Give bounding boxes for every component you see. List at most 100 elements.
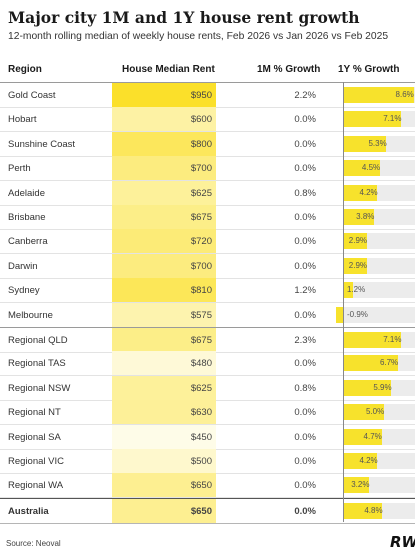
median-rent-value: $700 (190, 260, 212, 272)
table-row: Regional VIC $500 0.0% 4.2% (0, 449, 415, 474)
table-row: Melbourne $575 0.0% -0.9% (0, 302, 415, 328)
median-heat-cell (112, 278, 216, 303)
rw-logo: RW (390, 533, 415, 551)
median-heat-cell (112, 205, 216, 229)
one-year-growth-label: 4.2% (359, 456, 378, 465)
median-heat-cell (112, 424, 216, 449)
median-rent-value: $675 (190, 212, 212, 223)
one-month-growth-value: 0.0% (294, 480, 316, 492)
table-row-total: Australia $650 0.0% 4.8% (0, 497, 415, 524)
region-name: Sydney (8, 285, 40, 297)
region-name: Gold Coast (8, 90, 56, 101)
median-heat-cell (112, 107, 216, 132)
table-row: Canberra $720 0.0% 2.9% (0, 229, 415, 255)
median-heat-cell (112, 328, 216, 352)
one-year-growth-label: 5.3% (368, 138, 387, 148)
median-heat-cell (112, 131, 216, 156)
median-heat-cell (112, 253, 216, 278)
one-month-growth-value: 2.3% (294, 335, 316, 346)
median-rent-value: $450 (190, 431, 212, 443)
one-month-growth-value: 0.0% (294, 163, 316, 175)
one-year-growth-label: 2.9% (348, 236, 367, 246)
table-row: Regional WA $650 0.0% 3.2% (0, 473, 415, 499)
one-year-growth-bar (343, 404, 384, 421)
one-year-growth-bar (343, 282, 353, 299)
median-rent-value: $700 (190, 163, 212, 175)
one-year-growth-label: 1.2% (347, 285, 366, 295)
one-year-growth-bar (343, 87, 414, 103)
median-rent-value: $600 (190, 114, 212, 126)
one-month-growth-value: 0.0% (294, 431, 316, 443)
header-1y-growth: 1Y % Growth (338, 64, 400, 75)
region-name: Melbourne (8, 309, 53, 321)
region-name: Sunshine Coast (8, 138, 76, 150)
one-year-bar-track (343, 282, 415, 299)
median-heat-cell (112, 449, 216, 473)
median-rent-value: $950 (190, 90, 212, 101)
region-name: Brisbane (8, 212, 46, 223)
table-row: Adelaide $625 0.8% 4.2% (0, 180, 415, 206)
one-month-growth-value: 0.0% (294, 138, 316, 150)
header-region: Region (8, 64, 42, 75)
header-median-rent: House Median Rent (122, 64, 215, 75)
median-heat-cell (112, 473, 216, 498)
one-month-growth-value: 0.8% (294, 382, 316, 394)
one-year-growth-label: 7.1% (383, 335, 402, 344)
one-year-growth-label: 3.8% (356, 212, 375, 221)
one-month-growth-value: 0.0% (294, 260, 316, 272)
median-heat-cell (112, 83, 216, 107)
region-name: Regional NSW (8, 382, 71, 394)
one-month-growth-value: 0.0% (294, 358, 316, 370)
median-heat-cell (112, 375, 216, 400)
median-rent-value: $800 (190, 138, 212, 150)
region-name: Australia (8, 505, 49, 517)
one-year-growth-bar (343, 379, 392, 396)
median-heat-cell (112, 351, 216, 376)
median-heat-cell (112, 400, 216, 425)
header-1m-growth: 1M % Growth (257, 64, 321, 75)
median-rent-value: $720 (190, 236, 212, 248)
one-month-growth-value: 0.0% (294, 236, 316, 248)
one-month-growth-value: 0.0% (294, 212, 316, 223)
region-name: Hobart (8, 114, 37, 126)
one-year-growth-label: 4.2% (359, 187, 378, 197)
median-rent-value: $650 (190, 505, 212, 517)
one-year-growth-bar (343, 332, 402, 348)
one-year-growth-bar (343, 502, 383, 519)
region-name: Regional NT (8, 407, 61, 419)
one-year-growth-bar (343, 355, 398, 372)
one-year-growth-label: 7.1% (383, 114, 402, 124)
region-name: Regional WA (8, 480, 64, 492)
region-name: Adelaide (8, 187, 45, 199)
one-year-growth-bar (343, 428, 382, 445)
table-row: Regional TAS $480 0.0% 6.7% (0, 351, 415, 377)
one-year-growth-bar (343, 135, 387, 152)
median-rent-value: $625 (190, 382, 212, 394)
one-year-growth-label: 5.0% (366, 407, 385, 417)
median-heat-cell (112, 180, 216, 205)
table-row: Brisbane $675 0.0% 3.8% (0, 205, 415, 230)
one-year-growth-bar (343, 477, 370, 494)
one-year-growth-bar (343, 453, 378, 469)
table-row: Regional NSW $625 0.8% 5.9% (0, 375, 415, 401)
median-heat-cell (112, 498, 216, 523)
chart-title: Major city 1M and 1Y house rent growth (8, 8, 360, 27)
one-year-growth-label: 4.7% (363, 431, 382, 441)
one-year-growth-bar (343, 233, 367, 250)
one-month-growth-value: 0.8% (294, 187, 316, 199)
median-rent-value: $575 (190, 309, 212, 321)
region-name: Regional SA (8, 431, 61, 443)
region-name: Canberra (8, 236, 48, 248)
source-note: Source: Neoval (6, 539, 61, 548)
median-rent-value: $630 (190, 407, 212, 419)
one-year-growth-bar (343, 184, 378, 201)
one-year-growth-label: 3.2% (351, 480, 370, 490)
region-name: Regional QLD (8, 335, 68, 346)
one-year-growth-label: 8.6% (395, 90, 414, 99)
one-month-growth-value: 0.0% (294, 456, 316, 467)
median-rent-value: $650 (190, 480, 212, 492)
table-row: Gold Coast $950 2.2% 8.6% (0, 83, 415, 108)
one-month-growth-value: 1.2% (294, 285, 316, 297)
table-row: Sydney $810 1.2% 1.2% (0, 278, 415, 304)
table-row: Regional SA $450 0.0% 4.7% (0, 424, 415, 450)
